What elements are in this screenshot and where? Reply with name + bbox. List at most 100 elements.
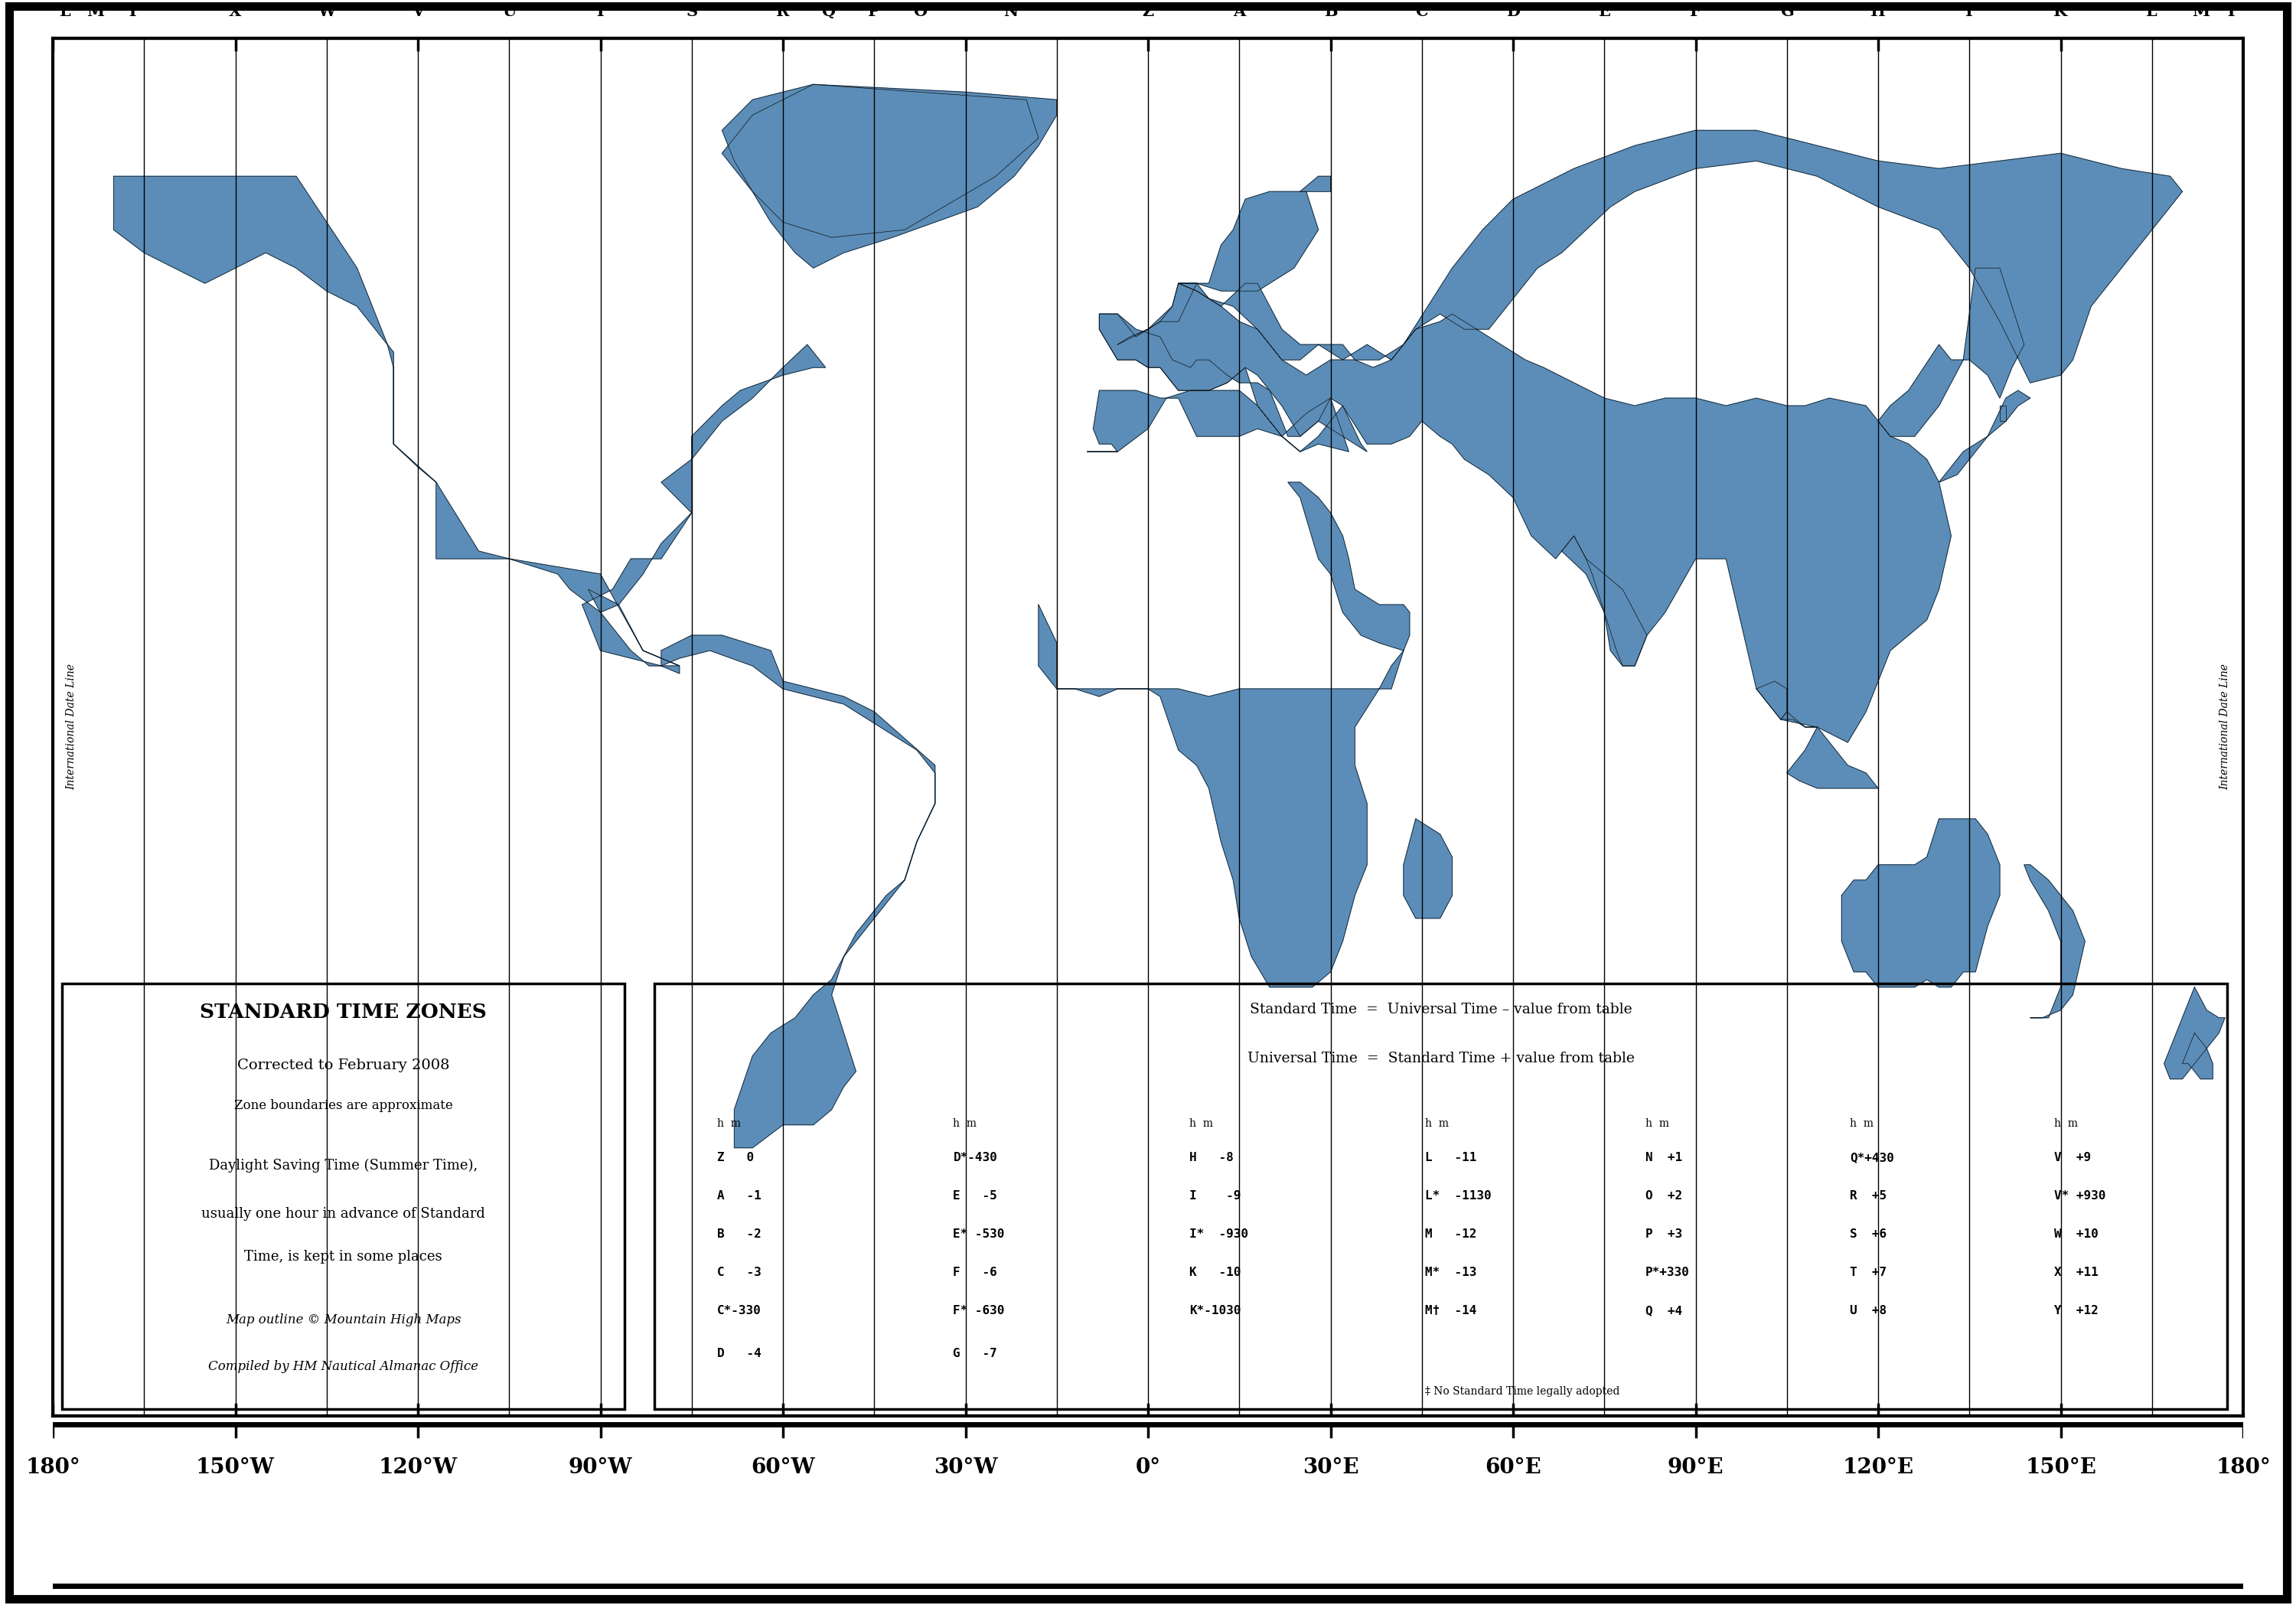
Text: International Date Line: International Date Line xyxy=(67,664,76,790)
Polygon shape xyxy=(113,177,827,674)
Text: 60°W: 60°W xyxy=(751,1457,815,1478)
Text: 60°E: 60°E xyxy=(1486,1457,1541,1478)
Text: F: F xyxy=(1690,5,1701,19)
Text: N: N xyxy=(1003,5,1019,19)
Text: Compiled by HM Nautical Almanac Office: Compiled by HM Nautical Almanac Office xyxy=(209,1361,478,1374)
Polygon shape xyxy=(1300,177,1332,191)
Polygon shape xyxy=(2000,406,2007,421)
Polygon shape xyxy=(661,636,934,1148)
Text: N  +1: N +1 xyxy=(1646,1152,1683,1164)
Text: 90°W: 90°W xyxy=(569,1457,631,1478)
Text: O  +2: O +2 xyxy=(1646,1191,1683,1202)
Text: 30°E: 30°E xyxy=(1302,1457,1359,1478)
Text: 30°W: 30°W xyxy=(934,1457,996,1478)
Text: M†  -14: M† -14 xyxy=(1426,1305,1476,1316)
Text: M   -12: M -12 xyxy=(1426,1228,1476,1241)
Text: G: G xyxy=(1779,5,1793,19)
Polygon shape xyxy=(2181,1034,2213,1079)
Text: Q: Q xyxy=(822,5,836,19)
Text: P: P xyxy=(868,5,879,19)
Text: Q  +4: Q +4 xyxy=(1646,1305,1683,1316)
Text: 180°: 180° xyxy=(2216,1457,2271,1478)
Text: P*+330: P*+330 xyxy=(1646,1266,1690,1278)
Text: C*-330: C*-330 xyxy=(716,1305,762,1316)
Text: ‡ No Standard Time legally adopted: ‡ No Standard Time legally adopted xyxy=(1426,1385,1619,1396)
Text: R  +5: R +5 xyxy=(1851,1191,1887,1202)
Polygon shape xyxy=(1403,819,1451,918)
Text: L: L xyxy=(2147,5,2158,19)
Text: h  m: h m xyxy=(1851,1117,1874,1128)
Text: Z: Z xyxy=(1141,5,1155,19)
Polygon shape xyxy=(1938,390,2030,481)
Text: E* -530: E* -530 xyxy=(953,1228,1006,1241)
Text: D   -4: D -4 xyxy=(716,1348,762,1359)
Text: T: T xyxy=(595,5,606,19)
Text: L   -11: L -11 xyxy=(1426,1152,1476,1164)
Text: L*  -1130: L* -1130 xyxy=(1426,1191,1492,1202)
Text: C: C xyxy=(1414,5,1428,19)
Text: L: L xyxy=(60,5,71,19)
Text: 150°W: 150°W xyxy=(195,1457,276,1478)
Text: S: S xyxy=(687,5,698,19)
Polygon shape xyxy=(1756,681,1786,719)
Text: Daylight Saving Time (Summer Time),: Daylight Saving Time (Summer Time), xyxy=(209,1159,478,1172)
Text: W  +10: W +10 xyxy=(2055,1228,2099,1241)
Polygon shape xyxy=(1841,819,2000,987)
Text: E   -5: E -5 xyxy=(953,1191,996,1202)
Text: h  m: h m xyxy=(716,1117,742,1128)
Text: h  m: h m xyxy=(2055,1117,2078,1128)
Text: International Date Line: International Date Line xyxy=(2220,664,2229,790)
Polygon shape xyxy=(1118,284,1196,345)
Text: C   -3: C -3 xyxy=(716,1266,762,1278)
Polygon shape xyxy=(721,85,1038,238)
Polygon shape xyxy=(1782,711,1878,788)
Text: U: U xyxy=(503,5,517,19)
Text: 150°E: 150°E xyxy=(2025,1457,2096,1478)
Text: Universal Time  =  Standard Time + value from table: Universal Time = Standard Time + value f… xyxy=(1247,1051,1635,1066)
Text: Map outline © Mountain High Maps: Map outline © Mountain High Maps xyxy=(225,1313,461,1326)
Text: D: D xyxy=(1506,5,1520,19)
Text: A   -1: A -1 xyxy=(716,1191,762,1202)
Text: 120°E: 120°E xyxy=(1841,1457,1915,1478)
Text: T  +7: T +7 xyxy=(1851,1266,1887,1278)
Text: Y  +12: Y +12 xyxy=(2055,1305,2099,1316)
Text: B: B xyxy=(1325,5,1336,19)
Text: G   -7: G -7 xyxy=(953,1348,996,1359)
Polygon shape xyxy=(1561,536,1646,666)
Text: Y: Y xyxy=(126,5,138,19)
Text: W: W xyxy=(317,5,335,19)
Text: h  m: h m xyxy=(953,1117,976,1128)
Polygon shape xyxy=(2165,987,2225,1079)
Text: Y: Y xyxy=(2225,5,2236,19)
Text: R: R xyxy=(776,5,790,19)
Text: S  +6: S +6 xyxy=(1851,1228,1887,1241)
Text: D*-430: D*-430 xyxy=(953,1152,996,1164)
Text: h  m: h m xyxy=(1426,1117,1449,1128)
Text: U  +8: U +8 xyxy=(1851,1305,1887,1316)
Text: B   -2: B -2 xyxy=(716,1228,762,1241)
Text: F* -630: F* -630 xyxy=(953,1305,1006,1316)
Text: Zone boundaries are approximate: Zone boundaries are approximate xyxy=(234,1099,452,1112)
Text: 120°W: 120°W xyxy=(379,1457,457,1478)
Text: h  m: h m xyxy=(1189,1117,1212,1128)
Text: M*  -13: M* -13 xyxy=(1426,1266,1476,1278)
Text: K*-1030: K*-1030 xyxy=(1189,1305,1240,1316)
Text: E: E xyxy=(1598,5,1609,19)
Text: Z   0: Z 0 xyxy=(716,1152,753,1164)
Text: I*  -930: I* -930 xyxy=(1189,1228,1249,1241)
Polygon shape xyxy=(1100,130,2181,743)
Text: X  +11: X +11 xyxy=(2055,1266,2099,1278)
Text: K   -10: K -10 xyxy=(1189,1266,1240,1278)
Polygon shape xyxy=(2025,865,2085,1018)
Text: K: K xyxy=(2053,5,2069,19)
Text: H   -8: H -8 xyxy=(1189,1152,1233,1164)
Polygon shape xyxy=(1088,315,1366,451)
Text: X: X xyxy=(230,5,241,19)
Polygon shape xyxy=(1178,191,1318,291)
Text: Time, is kept in some places: Time, is kept in some places xyxy=(243,1250,443,1263)
Text: STANDARD TIME ZONES: STANDARD TIME ZONES xyxy=(200,1003,487,1022)
Text: Corrected to February 2008: Corrected to February 2008 xyxy=(236,1058,450,1072)
Text: I    -9: I -9 xyxy=(1189,1191,1240,1202)
Text: M: M xyxy=(87,5,103,19)
Polygon shape xyxy=(1038,482,1410,987)
